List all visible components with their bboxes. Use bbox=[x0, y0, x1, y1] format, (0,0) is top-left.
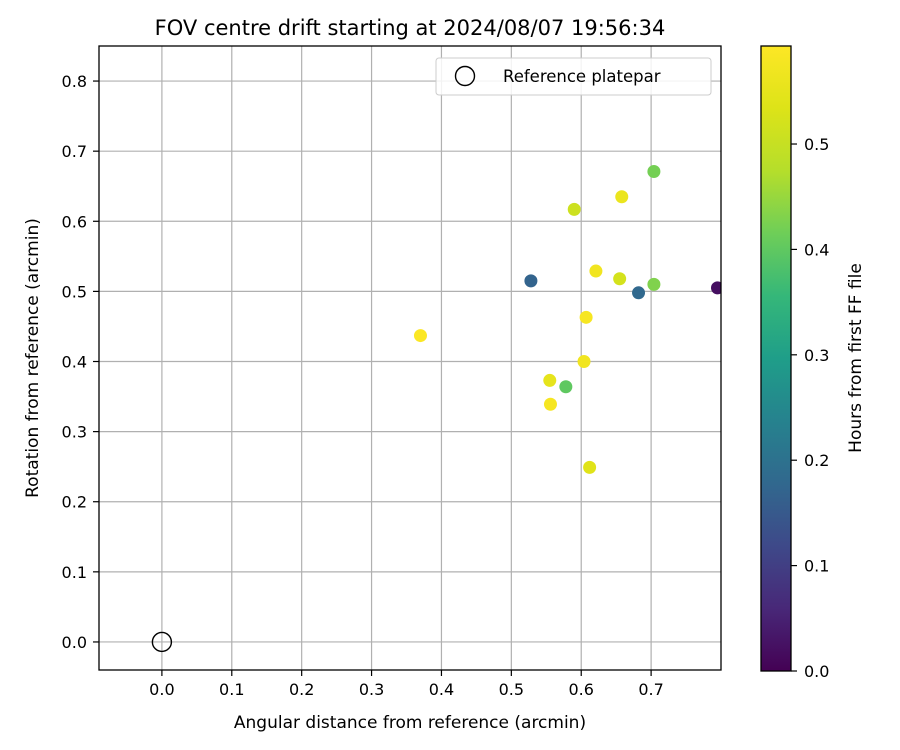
colorbar-tick-label: 0.2 bbox=[804, 451, 829, 470]
y-tick-label: 0.8 bbox=[62, 72, 87, 91]
y-tick-label: 0.7 bbox=[62, 142, 87, 161]
data-point bbox=[647, 277, 661, 291]
grid-lines bbox=[99, 46, 721, 670]
x-tick-label: 0.2 bbox=[289, 680, 314, 699]
x-axis-ticks: 0.0 0.1 0.2 0.3 0.4 0.5 0.6 0.7 bbox=[149, 670, 664, 699]
data-point bbox=[711, 281, 721, 295]
colorbar-ticks: 0.0 0.1 0.2 0.3 0.4 0.5 bbox=[791, 135, 829, 681]
data-point bbox=[632, 286, 646, 300]
colorbar-tick-label: 0.1 bbox=[804, 557, 829, 576]
legend-label-reference-platepar: Reference platepar bbox=[503, 67, 661, 86]
data-point bbox=[543, 397, 557, 411]
y-tick-label: 0.6 bbox=[62, 212, 87, 231]
data-point bbox=[524, 274, 538, 288]
colorbar-frame bbox=[760, 45, 792, 672]
y-axis-ticks: 0.0 0.1 0.2 0.3 0.4 0.5 0.6 0.7 0.8 bbox=[62, 72, 99, 652]
data-point bbox=[613, 272, 627, 286]
y-tick-label: 0.1 bbox=[62, 563, 87, 582]
legend-hollow-circle-marker bbox=[454, 65, 476, 87]
x-tick-label: 0.0 bbox=[149, 680, 174, 699]
data-point bbox=[559, 380, 573, 394]
y-tick-label: 0.4 bbox=[62, 353, 87, 372]
y-axis-label: Rotation from reference (arcmin) bbox=[23, 218, 43, 498]
data-point bbox=[577, 355, 591, 369]
data-point bbox=[583, 460, 597, 474]
colorbar-tick-label: 0.3 bbox=[804, 346, 829, 365]
data-point bbox=[567, 202, 581, 216]
data-points bbox=[413, 165, 721, 474]
plot-frame bbox=[98, 45, 722, 671]
x-tick-label: 0.4 bbox=[429, 680, 454, 699]
x-tick-label: 0.1 bbox=[219, 680, 244, 699]
colorbar-tick-label: 0.0 bbox=[804, 662, 829, 681]
chart-title: FOV centre drift starting at 2024/08/07 … bbox=[155, 16, 666, 40]
data-point bbox=[413, 329, 427, 343]
colorbar-label: Hours from first FF file bbox=[846, 263, 866, 453]
colorbar-gradient bbox=[761, 46, 791, 671]
y-tick-label: 0.0 bbox=[62, 633, 87, 652]
data-point bbox=[543, 373, 557, 387]
legend: Reference platepar bbox=[435, 57, 712, 96]
reference-platepar-marker bbox=[151, 631, 173, 653]
reference-marker-layer bbox=[151, 631, 173, 653]
x-tick-label: 0.3 bbox=[359, 680, 384, 699]
y-tick-label: 0.3 bbox=[62, 423, 87, 442]
x-tick-label: 0.5 bbox=[499, 680, 524, 699]
x-axis-label: Angular distance from reference (arcmin) bbox=[234, 713, 586, 733]
x-tick-label: 0.7 bbox=[638, 680, 663, 699]
colorbar-tick-label: 0.5 bbox=[804, 135, 829, 154]
colorbar: 0.0 0.1 0.2 0.3 0.4 0.5 Hours from first FF f… bbox=[760, 45, 866, 681]
y-tick-label: 0.5 bbox=[62, 282, 87, 301]
data-point bbox=[579, 310, 593, 324]
data-point bbox=[589, 264, 603, 278]
data-point bbox=[615, 190, 629, 204]
legend-box bbox=[435, 57, 712, 96]
data-point bbox=[647, 165, 661, 179]
colorbar-tick-label: 0.4 bbox=[804, 240, 829, 259]
x-tick-label: 0.6 bbox=[568, 680, 593, 699]
y-tick-label: 0.2 bbox=[62, 493, 87, 512]
